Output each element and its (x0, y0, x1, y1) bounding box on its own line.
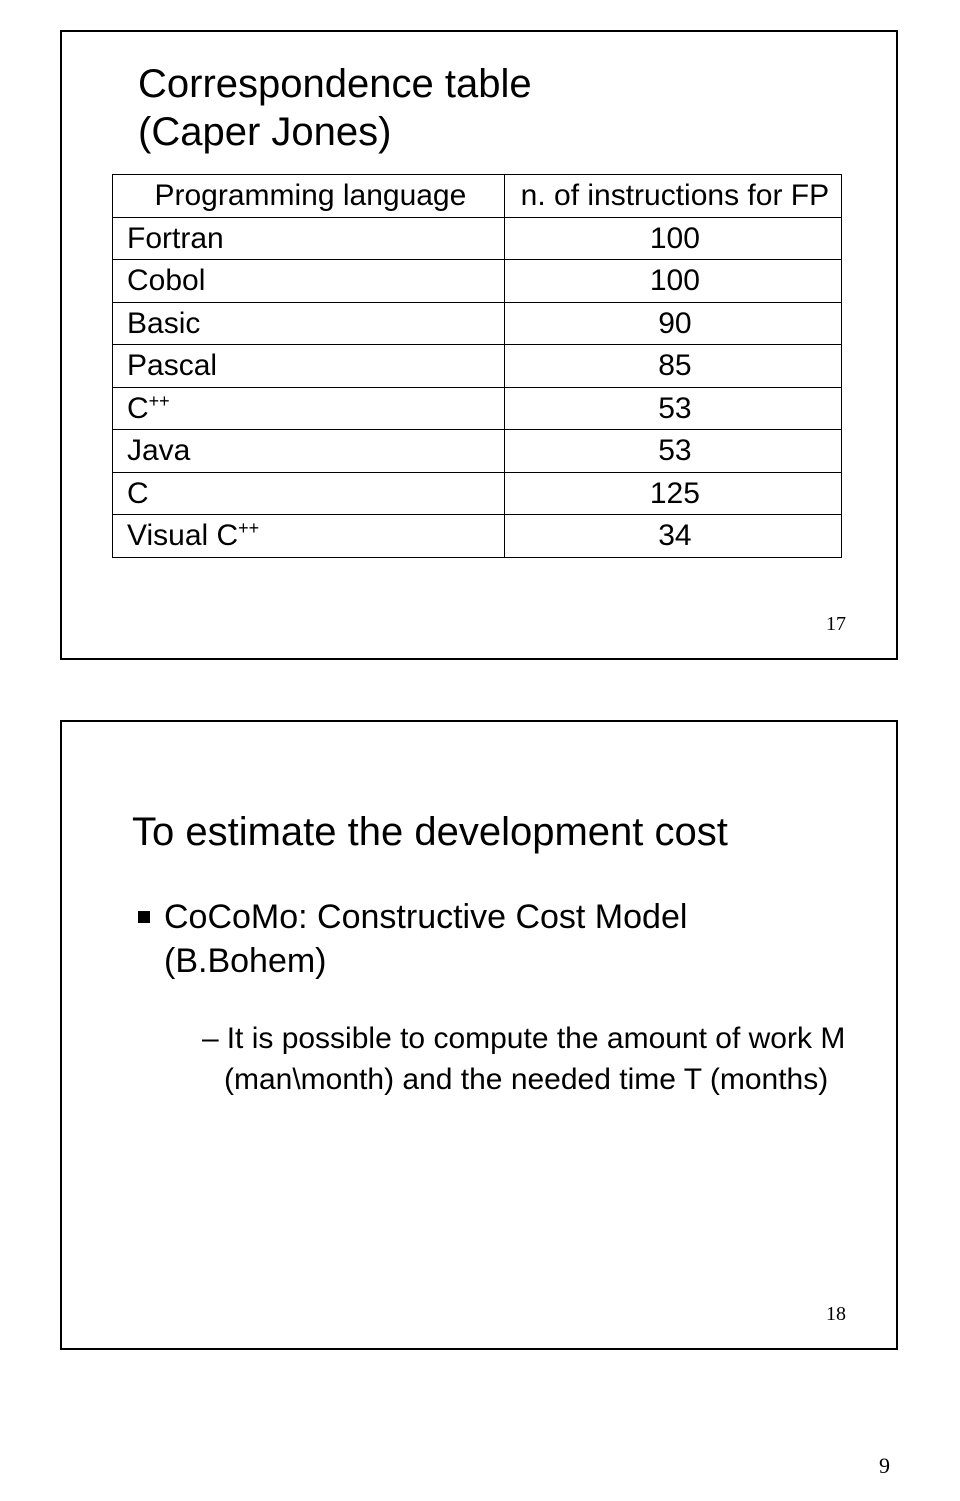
square-bullet-icon (138, 911, 150, 923)
table-row: Pascal85 (113, 345, 842, 388)
bullet-text-line2: (B.Bohem) (164, 942, 327, 980)
table-row: Cobol100 (113, 260, 842, 303)
cell-instructions: 100 (504, 217, 841, 260)
cell-instructions: 34 (504, 515, 841, 558)
dash-bullet-icon: – (202, 1022, 219, 1055)
cell-language: C (113, 472, 505, 515)
superscript: ++ (238, 518, 259, 538)
slide-number: 18 (826, 1303, 846, 1326)
cell-language: Visual C++ (113, 515, 505, 558)
cell-language: Basic (113, 302, 505, 345)
cell-instructions: 53 (504, 430, 841, 473)
header-instructions: n. of instructions for FP (504, 175, 841, 218)
title-line-2: (Caper Jones) (138, 110, 391, 154)
table-row: Java53 (113, 430, 842, 473)
cell-instructions: 53 (504, 387, 841, 430)
cell-language: Cobol (113, 260, 505, 303)
cell-instructions: 125 (504, 472, 841, 515)
sub-bullet: –It is possible to compute the amount of… (202, 1019, 846, 1100)
slide-heading: To estimate the development cost (132, 810, 846, 855)
sub-bullet-text: It is possible to compute the amount of … (224, 1022, 845, 1096)
cell-instructions: 100 (504, 260, 841, 303)
cell-language: Pascal (113, 345, 505, 388)
slide-number: 17 (826, 613, 846, 636)
table-header-row: Programming language n. of instructions … (113, 175, 842, 218)
superscript: ++ (149, 391, 170, 411)
correspondence-table: Programming language n. of instructions … (112, 174, 842, 558)
title-line-1: Correspondence table (138, 62, 532, 106)
bullet-text-line1: CoCoMo: Constructive Cost Model (164, 898, 687, 936)
header-language: Programming language (113, 175, 505, 218)
slide-17: Correspondence table (Caper Jones) Progr… (60, 30, 898, 660)
table-row: C125 (113, 472, 842, 515)
table-row: Visual C++34 (113, 515, 842, 558)
table-row: C++53 (113, 387, 842, 430)
bullet-cocomo: CoCoMo: Constructive Cost Model (B.Bohem… (138, 895, 846, 983)
cell-language: C++ (113, 387, 505, 430)
slide-title: Correspondence table (Caper Jones) (138, 60, 846, 156)
cell-language: Java (113, 430, 505, 473)
table-body: Fortran100Cobol100Basic90Pascal85C++53Ja… (113, 217, 842, 557)
slide-18: To estimate the development cost CoCoMo:… (60, 720, 898, 1350)
table-row: Basic90 (113, 302, 842, 345)
cell-instructions: 85 (504, 345, 841, 388)
page-number: 9 (879, 1453, 890, 1479)
cell-instructions: 90 (504, 302, 841, 345)
cell-language: Fortran (113, 217, 505, 260)
table-row: Fortran100 (113, 217, 842, 260)
